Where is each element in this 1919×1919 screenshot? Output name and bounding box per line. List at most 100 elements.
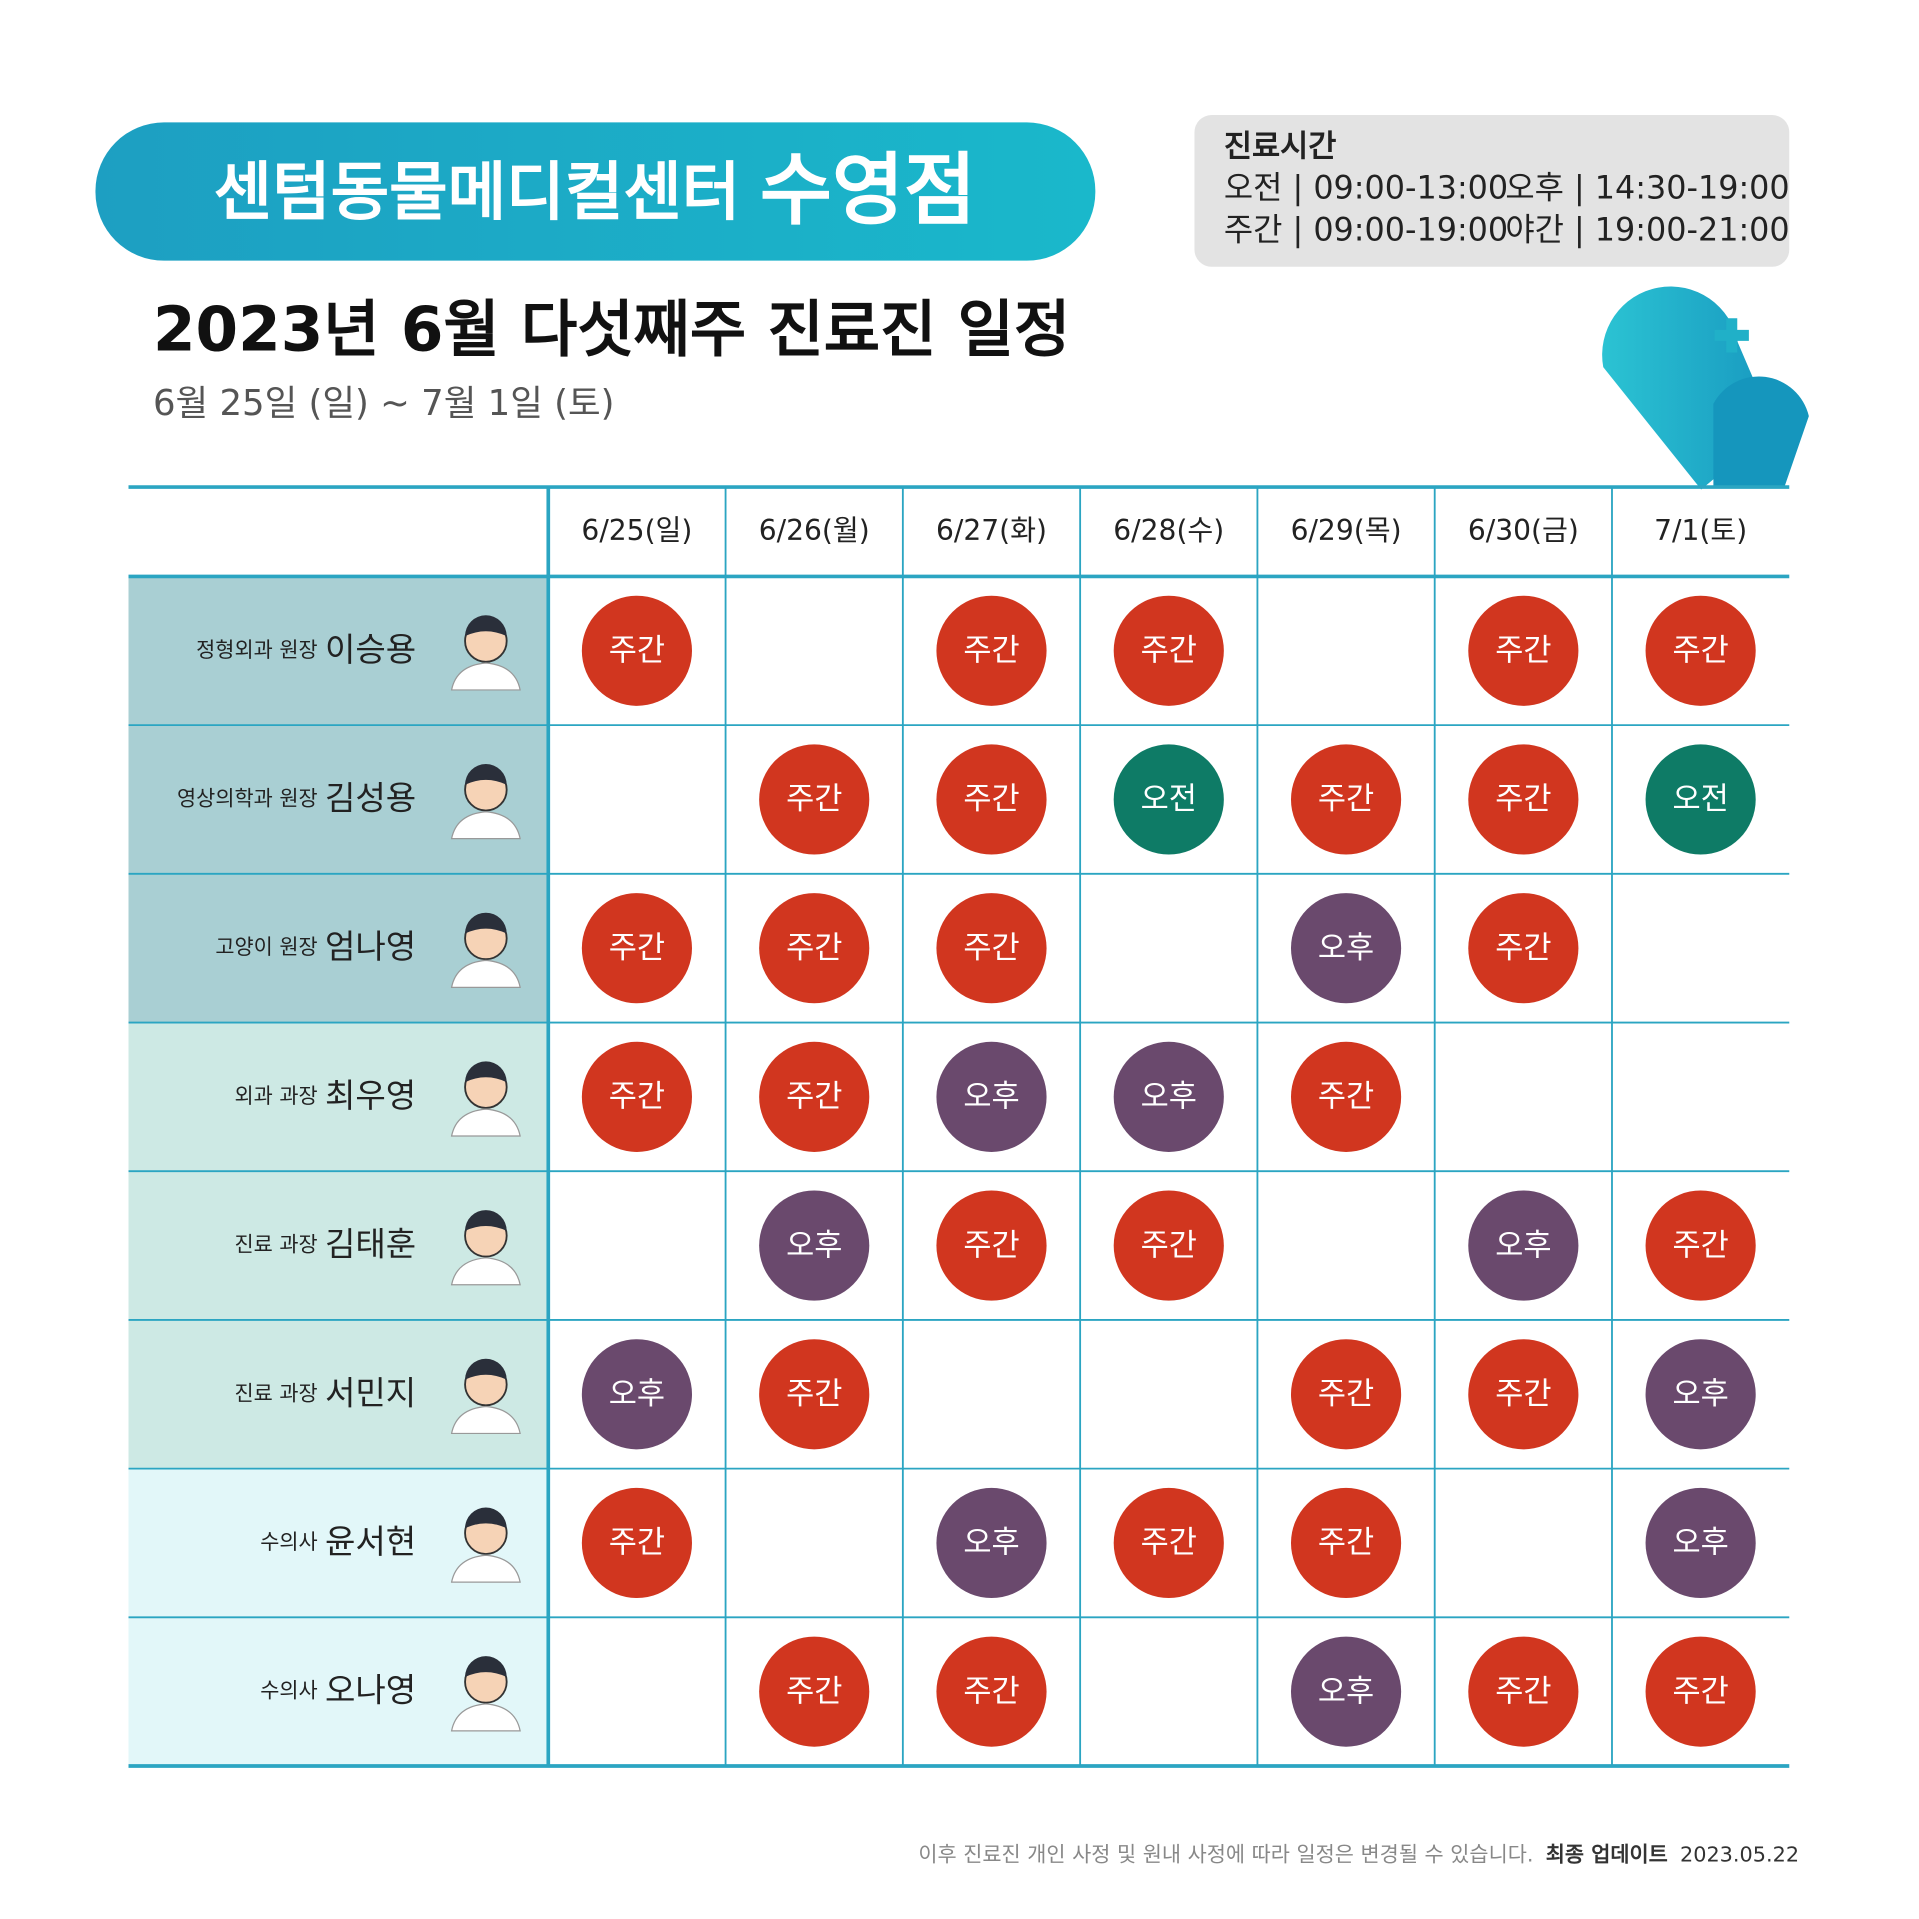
schedule-badge	[759, 893, 870, 1004]
badge-label: 주간	[786, 1080, 842, 1115]
badge-label: 주간	[1318, 1377, 1374, 1412]
hours-item: 오전 | 09:00-13:00	[1224, 169, 1508, 207]
date-header: 6/28(수)	[1113, 514, 1224, 547]
schedule-badge	[1113, 1487, 1224, 1599]
schedule-badge	[1113, 1041, 1224, 1152]
schedule-badge	[1645, 1190, 1756, 1301]
schedule-badge	[1645, 1487, 1756, 1599]
doctor-name: 김성용	[325, 778, 416, 817]
badge-label: 주간	[963, 634, 1019, 669]
badge-label: 오후	[1318, 931, 1374, 966]
hours-title: 진료시간	[1224, 130, 1337, 165]
avatar-hair	[465, 1656, 507, 1677]
doctor-label: 진료 과장 서민지	[234, 1373, 416, 1412]
doctor-label: 외과 과장 최우영	[234, 1075, 416, 1114]
schedule-badge	[1645, 1636, 1756, 1747]
badge-label: 주간	[786, 1377, 842, 1412]
date-header: 6/27(화)	[936, 514, 1047, 547]
badge-label: 주간	[1495, 1377, 1551, 1412]
clinic-name: 센텀동물메디컬센터	[214, 155, 741, 229]
badge-label: 주간	[786, 782, 842, 817]
badge-label: 오후	[1141, 1080, 1197, 1115]
badge-label: 주간	[963, 1228, 1019, 1263]
schedule-badge	[1468, 1190, 1579, 1301]
schedule-badge	[1468, 1339, 1579, 1450]
doctor-label: 진료 과장 김태훈	[234, 1224, 416, 1263]
badge-label: 주간	[1141, 1228, 1197, 1263]
doctor-label: 수의사 오나영	[260, 1670, 416, 1709]
badge-label: 주간	[1495, 1674, 1551, 1709]
date-header: 6/25(일)	[581, 514, 692, 547]
doctor-name: 서민지	[325, 1373, 416, 1412]
avatar-hair	[465, 1210, 507, 1231]
avatar-body	[450, 1405, 521, 1435]
badge-label: 주간	[1141, 1526, 1197, 1561]
schedule-badge	[936, 893, 1047, 1004]
badge-label: 주간	[963, 782, 1019, 817]
doctor-label: 고양이 원장 엄나영	[215, 927, 416, 966]
schedule-badge	[1290, 1339, 1402, 1450]
badge-label: 주간	[609, 931, 665, 966]
schedule-badge	[1468, 1636, 1579, 1747]
schedule-badge	[1290, 1487, 1402, 1599]
schedule-badge	[1113, 595, 1224, 706]
date-header: 6/26(월)	[759, 514, 870, 547]
logo	[1602, 286, 1809, 490]
schedule-badge	[759, 1190, 870, 1301]
doctor-role: 수의사	[260, 1679, 317, 1703]
branch-name: 수영점	[760, 145, 976, 236]
schedule-badge	[759, 1636, 870, 1747]
doctor-label: 수의사 윤서현	[260, 1521, 416, 1560]
badge-label: 오전	[1141, 782, 1197, 817]
schedule-badge	[1468, 595, 1579, 706]
badge-label: 주간	[1495, 782, 1551, 817]
badge-label: 주간	[1495, 931, 1551, 966]
schedule-badge	[1645, 595, 1756, 706]
badge-label: 주간	[1318, 782, 1374, 817]
footer: 이후 진료진 개인 사정 및 원내 사정에 따라 일정은 변경될 수 있습니다.…	[918, 1842, 1799, 1866]
schedule-badge	[581, 595, 693, 706]
avatar-body	[450, 662, 521, 691]
badge-label: 주간	[609, 1526, 665, 1561]
badge-label: 오후	[963, 1080, 1019, 1115]
schedule-badge	[1290, 1041, 1402, 1152]
avatar-body	[450, 1108, 521, 1137]
badge-label: 주간	[1672, 634, 1728, 669]
update-label: 최종 업데이트	[1546, 1842, 1668, 1866]
date-header: 7/1(토)	[1654, 514, 1747, 547]
hours-item: 오후 | 14:30-19:00	[1505, 169, 1789, 207]
avatar-hair	[465, 763, 507, 785]
date-header: 6/29(목)	[1291, 514, 1402, 547]
doctor-name: 윤서현	[325, 1521, 416, 1560]
badge-label: 주간	[963, 1674, 1019, 1709]
schedule-badge	[1290, 744, 1402, 855]
badge-label: 주간	[786, 1674, 842, 1709]
badge-label: 오후	[786, 1228, 842, 1263]
schedule-badge	[1290, 893, 1402, 1004]
badge-label: 주간	[786, 931, 842, 966]
badge-label: 주간	[963, 931, 1019, 966]
schedule-badge	[581, 1339, 693, 1450]
doctor-name: 엄나영	[325, 927, 416, 966]
clinic-title: 센텀동물메디컬센터 수영점	[214, 145, 977, 236]
schedule-badge	[936, 1487, 1047, 1599]
schedule-badge	[1645, 1339, 1756, 1450]
schedule-badge	[581, 893, 693, 1004]
schedule-badge	[759, 1339, 870, 1450]
title-pill	[95, 122, 1096, 261]
schedule-badge	[1468, 744, 1579, 855]
date-header: 6/30(금)	[1468, 514, 1579, 547]
schedule-badge	[936, 1190, 1047, 1301]
avatar-hair	[465, 912, 507, 934]
doctor-label: 정형외과 원장 이승용	[196, 629, 416, 668]
doctor-role: 진료 과장	[234, 1381, 317, 1405]
schedule-badge	[1113, 744, 1224, 855]
doctor-role: 고양이 원장	[215, 935, 317, 959]
schedule-badge	[759, 1041, 870, 1152]
badge-label: 주간	[1495, 634, 1551, 669]
badge-label: 주간	[1672, 1674, 1728, 1709]
schedule-badge	[1113, 1190, 1224, 1301]
footer-note: 이후 진료진 개인 사정 및 원내 사정에 따라 일정은 변경될 수 있습니다.	[918, 1842, 1533, 1866]
